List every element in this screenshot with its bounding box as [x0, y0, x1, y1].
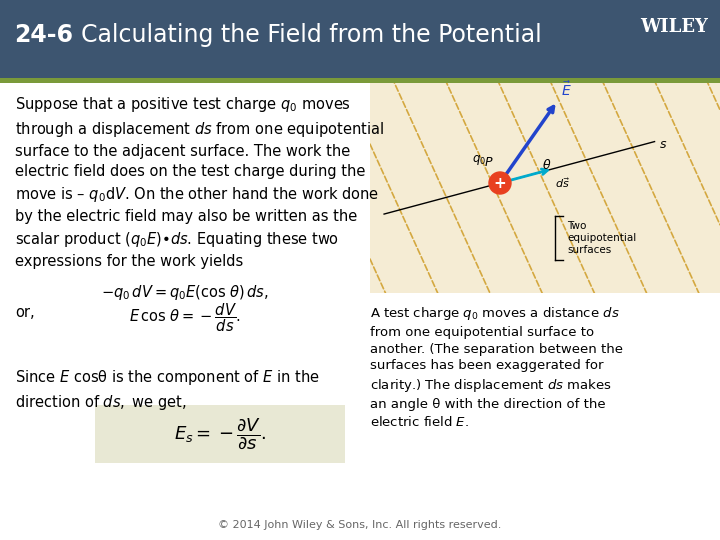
- Text: Two
equipotential
surfaces: Two equipotential surfaces: [567, 221, 636, 255]
- Text: $s$: $s$: [659, 138, 667, 151]
- Bar: [95, 405, 345, 463]
- Text: +: +: [494, 176, 506, 191]
- Text: Suppose that a positive test charge $q_0$ moves
through a displacement $ds$ from: Suppose that a positive test charge $q_0…: [15, 95, 384, 269]
- Text: © 2014 John Wiley & Sons, Inc. All rights reserved.: © 2014 John Wiley & Sons, Inc. All right…: [218, 520, 502, 530]
- Text: $q_0$: $q_0$: [472, 153, 486, 167]
- Text: $P$: $P$: [485, 156, 494, 169]
- Text: $\vec{E}$: $\vec{E}$: [562, 80, 572, 99]
- Text: $\theta$: $\theta$: [542, 158, 552, 172]
- Text: 24-6: 24-6: [14, 23, 73, 47]
- Text: $E\,\cos\,\theta = -\dfrac{dV}{ds}.$: $E\,\cos\,\theta = -\dfrac{dV}{ds}.$: [129, 301, 241, 334]
- Text: A test charge $q_0$ moves a distance $ds$
from one equipotential surface to
anot: A test charge $q_0$ moves a distance $ds…: [370, 305, 623, 429]
- Text: $d\vec{s}$: $d\vec{s}$: [555, 177, 570, 191]
- Circle shape: [489, 172, 511, 194]
- Text: $-q_0\,dV = q_0 E(\cos\,\theta)\,ds,$: $-q_0\,dV = q_0 E(\cos\,\theta)\,ds,$: [101, 283, 269, 302]
- Text: Since $E$ cosθ is the component of $E$ in the
direction of $ds,$ we get,: Since $E$ cosθ is the component of $E$ i…: [15, 368, 320, 412]
- Bar: [370, 83, 720, 293]
- Bar: [0, 78, 720, 83]
- Text: or,: or,: [15, 305, 35, 320]
- Text: $E_s = -\dfrac{\partial V}{\partial s}.$: $E_s = -\dfrac{\partial V}{\partial s}.$: [174, 416, 266, 451]
- Bar: [0, 0, 720, 78]
- Text: WILEY: WILEY: [640, 18, 708, 36]
- Text: Calculating the Field from the Potential: Calculating the Field from the Potential: [66, 23, 541, 47]
